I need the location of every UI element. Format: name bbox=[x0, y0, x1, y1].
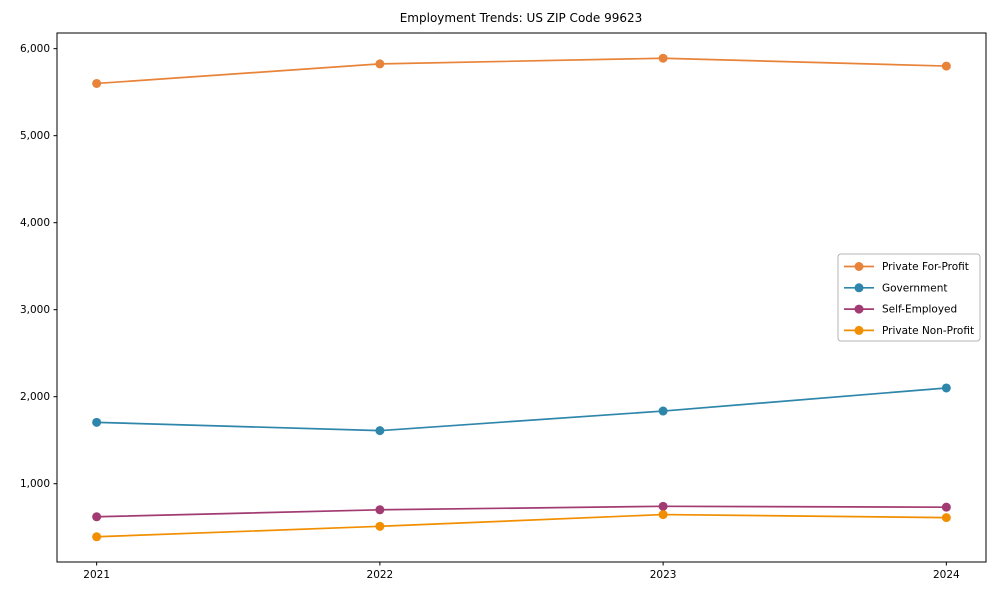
data-point-marker bbox=[658, 501, 668, 511]
x-tick-label: 2024 bbox=[933, 569, 960, 581]
data-point-marker bbox=[375, 521, 385, 531]
legend-item-self-employed: Self-Employed bbox=[844, 304, 957, 316]
data-point-marker bbox=[375, 505, 385, 515]
legend-marker bbox=[854, 325, 864, 335]
series-line bbox=[96, 387, 947, 432]
series-layer bbox=[92, 53, 951, 542]
y-tick-label: 6,000 bbox=[20, 43, 50, 55]
legend-item-private-for-profit: Private For-Profit bbox=[844, 261, 969, 273]
data-point-marker bbox=[92, 532, 102, 542]
series-line bbox=[96, 57, 947, 85]
legend-box bbox=[837, 253, 981, 342]
data-point-marker bbox=[658, 406, 668, 416]
data-point-marker bbox=[658, 53, 668, 63]
data-point-marker bbox=[941, 513, 951, 523]
series-government bbox=[92, 383, 951, 436]
y-tick-label: 3,000 bbox=[20, 304, 50, 316]
data-point-marker bbox=[375, 426, 385, 436]
chart-title: Employment Trends: US ZIP Code 99623 bbox=[400, 11, 643, 25]
plot-area bbox=[56, 32, 987, 563]
series-private-for-profit bbox=[92, 53, 951, 88]
data-point-marker bbox=[92, 417, 102, 427]
x-tick-label: 2021 bbox=[83, 569, 110, 581]
x-tick-label: 2023 bbox=[650, 569, 677, 581]
series-line bbox=[96, 513, 947, 538]
legend-marker bbox=[854, 262, 864, 271]
series-line bbox=[96, 505, 947, 518]
y-axis: 1,000 2,000 3,000 4,000 5,000 6,000 bbox=[20, 43, 57, 490]
legend: Private For-Profit Government Self-Employe… bbox=[837, 253, 981, 342]
data-point-marker bbox=[92, 512, 102, 522]
y-tick-label: 4,000 bbox=[20, 217, 50, 229]
legend-label: Government bbox=[882, 282, 947, 294]
legend-marker bbox=[854, 283, 864, 293]
data-point-marker bbox=[92, 78, 102, 88]
y-tick-label: 2,000 bbox=[20, 391, 50, 403]
data-point-marker bbox=[375, 59, 385, 69]
data-point-marker bbox=[941, 383, 951, 393]
legend-marker bbox=[854, 304, 864, 314]
legend-label: Private Non-Profit bbox=[882, 325, 974, 337]
y-tick-label: 1,000 bbox=[20, 478, 50, 490]
legend-label: Private For-Profit bbox=[882, 261, 969, 273]
data-point-marker bbox=[658, 510, 668, 520]
legend-label: Self-Employed bbox=[882, 304, 957, 316]
x-axis: 2021 2022 2023 2024 bbox=[83, 562, 960, 581]
legend-item-private-non-profit: Private Non-Profit bbox=[844, 325, 974, 337]
legend-item-government: Government bbox=[844, 282, 947, 294]
plot-border bbox=[56, 32, 987, 563]
data-point-marker bbox=[941, 502, 951, 512]
data-point-marker bbox=[941, 61, 951, 71]
x-tick-label: 2022 bbox=[367, 569, 394, 581]
series-private-non-profit bbox=[92, 510, 951, 542]
y-tick-label: 5,000 bbox=[20, 130, 50, 142]
series-self-employed bbox=[92, 501, 951, 522]
